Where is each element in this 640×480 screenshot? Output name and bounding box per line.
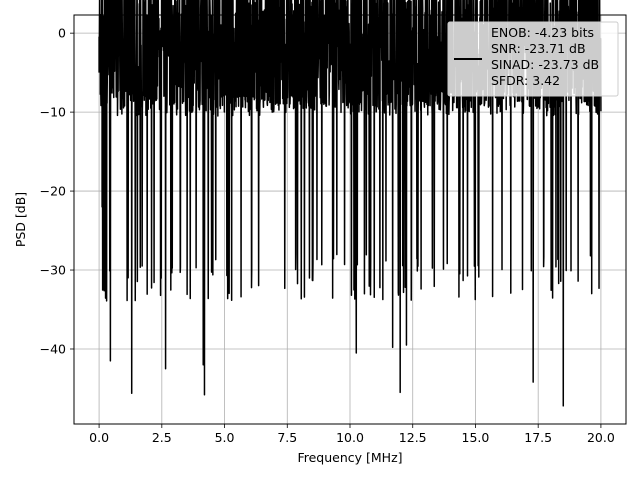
x-tick-label: 2.5 (152, 430, 172, 445)
x-tick-label: 5.0 (215, 430, 235, 445)
legend-entry-sinad: SINAD: -23.73 dB (491, 57, 599, 72)
y-tick-label: −10 (40, 105, 66, 120)
x-tick-label: 10.0 (336, 430, 364, 445)
y-tick-label: −20 (40, 184, 66, 199)
x-tick-label: 0.0 (89, 430, 109, 445)
x-tick-label: 15.0 (462, 430, 490, 445)
y-tick-label: −40 (40, 341, 66, 356)
series-layer (98, 0, 602, 407)
x-axis-ticks: 0.0 2.5 5.0 7.5 10.0 12.5 15.0 17.5 20.0 (89, 424, 615, 445)
x-axis-label: Frequency [MHz] (297, 450, 402, 465)
x-tick-label: 12.5 (399, 430, 427, 445)
y-tick-label: −30 (40, 263, 66, 278)
y-tick-label: 0 (58, 26, 66, 41)
y-axis-ticks: 0 −10 −20 −30 −40 (40, 26, 74, 356)
legend-entry-snr: SNR: -23.71 dB (491, 41, 586, 56)
y-axis-label: PSD [dB] (13, 192, 28, 247)
x-tick-label: 17.5 (524, 430, 552, 445)
legend-entry-enob: ENOB: -4.23 bits (491, 25, 594, 40)
legend: ENOB: -4.23 bits SNR: -23.71 dB SINAD: -… (447, 21, 619, 97)
x-tick-label: 20.0 (587, 430, 615, 445)
x-tick-label: 7.5 (277, 430, 297, 445)
psd-series-line (98, 0, 602, 407)
legend-entry-sfdr: SFDR: 3.42 (491, 73, 560, 88)
legend-box (447, 21, 619, 97)
